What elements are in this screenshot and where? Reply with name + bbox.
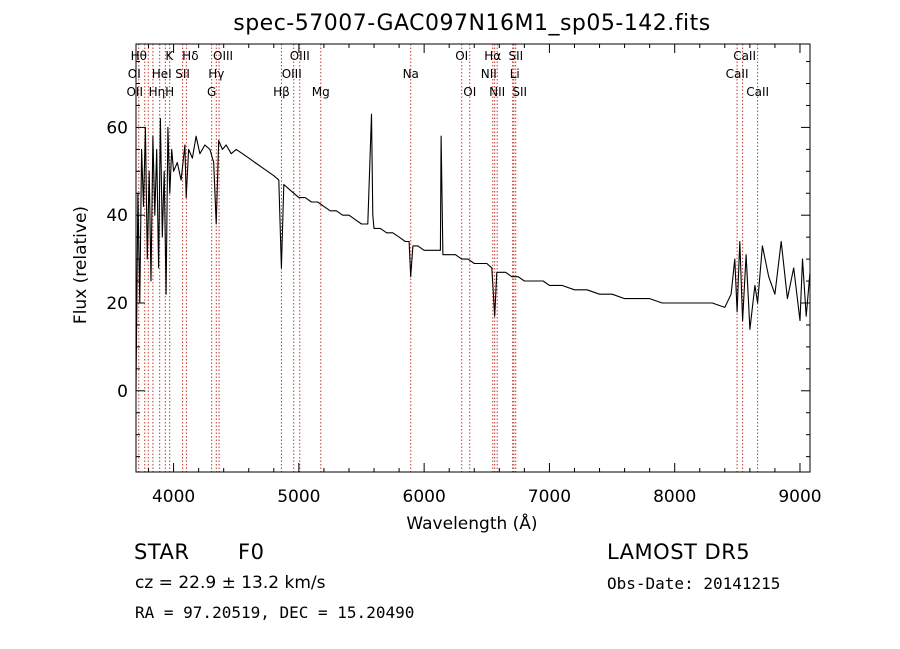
- observation-date: Obs-Date: 20141215: [607, 574, 781, 593]
- redshift-velocity: cz = 22.9 ± 13.2 km/s: [135, 573, 326, 593]
- x-tick-label-4: 8000: [653, 487, 696, 507]
- line-label-10: Hγ: [208, 67, 224, 81]
- line-label-16: Na: [403, 67, 419, 81]
- line-label-21: NII: [489, 85, 505, 99]
- line-label-6: H: [165, 85, 174, 99]
- line-label-5: K: [165, 49, 174, 63]
- x-tick-label-3: 7000: [528, 487, 571, 507]
- spectrum-line: [135, 113, 811, 391]
- line-label-1: Hθ: [131, 49, 147, 63]
- plot-frame: [135, 43, 811, 473]
- coordinates: RA = 97.20519, DEC = 15.20490: [135, 603, 415, 622]
- line-label-7: SII: [175, 67, 190, 81]
- line-label-9: G: [207, 85, 216, 99]
- y-tick-label-2: 40: [106, 206, 128, 226]
- y-tick-label-1: 20: [106, 294, 128, 314]
- x-axis-label: Wavelength (Å): [406, 512, 537, 534]
- line-label-3: Hη: [149, 85, 166, 99]
- object-class: STAR: [134, 540, 190, 564]
- spectral-line-labels: OIIHθOIHηHeIKHSIIHδGHγOIIIHβOIIIOIIIMgNa…: [126, 49, 769, 99]
- x-tick-label-1: 5000: [277, 487, 320, 507]
- line-label-19: NII: [481, 67, 497, 81]
- x-axis: 4000 5000 6000 7000 8000 9000: [148, 44, 822, 507]
- survey-name: LAMOST DR5: [607, 540, 751, 564]
- line-label-15: Mg: [312, 85, 330, 99]
- line-label-2: OI: [128, 67, 141, 81]
- y-axis: 0 20 40 60: [106, 61, 810, 458]
- x-tick-label-0: 4000: [152, 487, 195, 507]
- line-label-14: OIII: [290, 49, 310, 63]
- line-label-18: OI: [463, 85, 476, 99]
- y-tick-label-0: 0: [117, 382, 128, 402]
- line-label-4: HeI: [152, 67, 172, 81]
- line-label-24: SII: [512, 85, 527, 99]
- y-axis-label: Flux (relative): [71, 206, 91, 324]
- y-tick-label-3: 60: [106, 118, 128, 138]
- object-subclass: F0: [238, 540, 265, 564]
- line-label-27: CaII: [746, 85, 769, 99]
- line-label-23: SII: [508, 49, 523, 63]
- x-tick-label-2: 6000: [403, 487, 446, 507]
- line-label-20: Hα: [484, 49, 501, 63]
- x-tick-label-5: 9000: [778, 487, 821, 507]
- chart-title: spec-57007-GAC097N16M1_sp05-142.fits: [233, 11, 711, 36]
- line-label-17: OI: [455, 49, 468, 63]
- spectral-line-markers: [138, 44, 759, 472]
- line-label-12: Hβ: [273, 85, 290, 99]
- line-label-11: OIII: [213, 49, 233, 63]
- line-label-13: OIII: [282, 67, 302, 81]
- line-label-0: OII: [126, 85, 143, 99]
- line-label-26: CaII: [733, 49, 756, 63]
- line-label-8: Hδ: [182, 49, 198, 63]
- line-label-25: CaII: [726, 67, 749, 81]
- line-label-22: Li: [510, 67, 520, 81]
